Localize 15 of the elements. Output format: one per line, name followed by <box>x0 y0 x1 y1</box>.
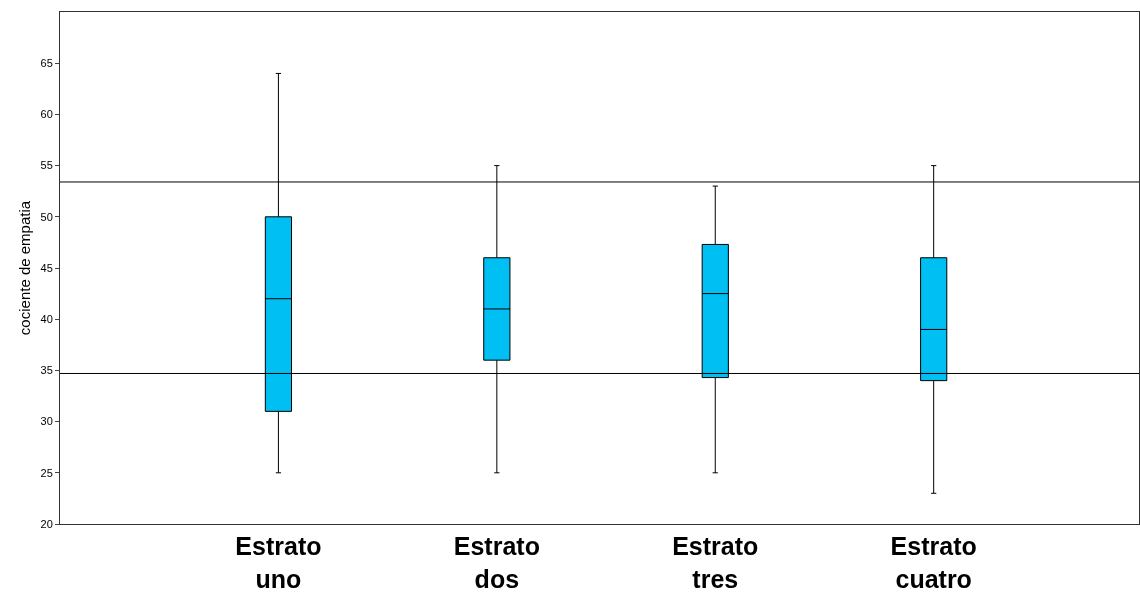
y-tick-label: 25 <box>40 466 53 479</box>
y-tick-label: 65 <box>40 57 53 70</box>
y-tick-label: 35 <box>40 364 53 377</box>
x-tick-label: Estrato uno <box>235 532 322 593</box>
y-tick-label: 60 <box>40 108 53 121</box>
y-tick-label: 40 <box>40 313 53 326</box>
y-tick-label: 30 <box>40 415 53 428</box>
y-tick-label: 50 <box>40 210 53 223</box>
y-tick-label: 45 <box>40 261 53 274</box>
x-tick-label: Estrato tres <box>672 532 759 593</box>
y-axis-title: cociente de empatia <box>15 200 33 336</box>
x-tick-label: Estrato dos <box>453 532 540 593</box>
y-tick-label: 20 <box>40 517 53 530</box>
x-tick-label: Estrato cuatro <box>890 532 977 593</box>
y-tick-label: 55 <box>40 159 53 172</box>
